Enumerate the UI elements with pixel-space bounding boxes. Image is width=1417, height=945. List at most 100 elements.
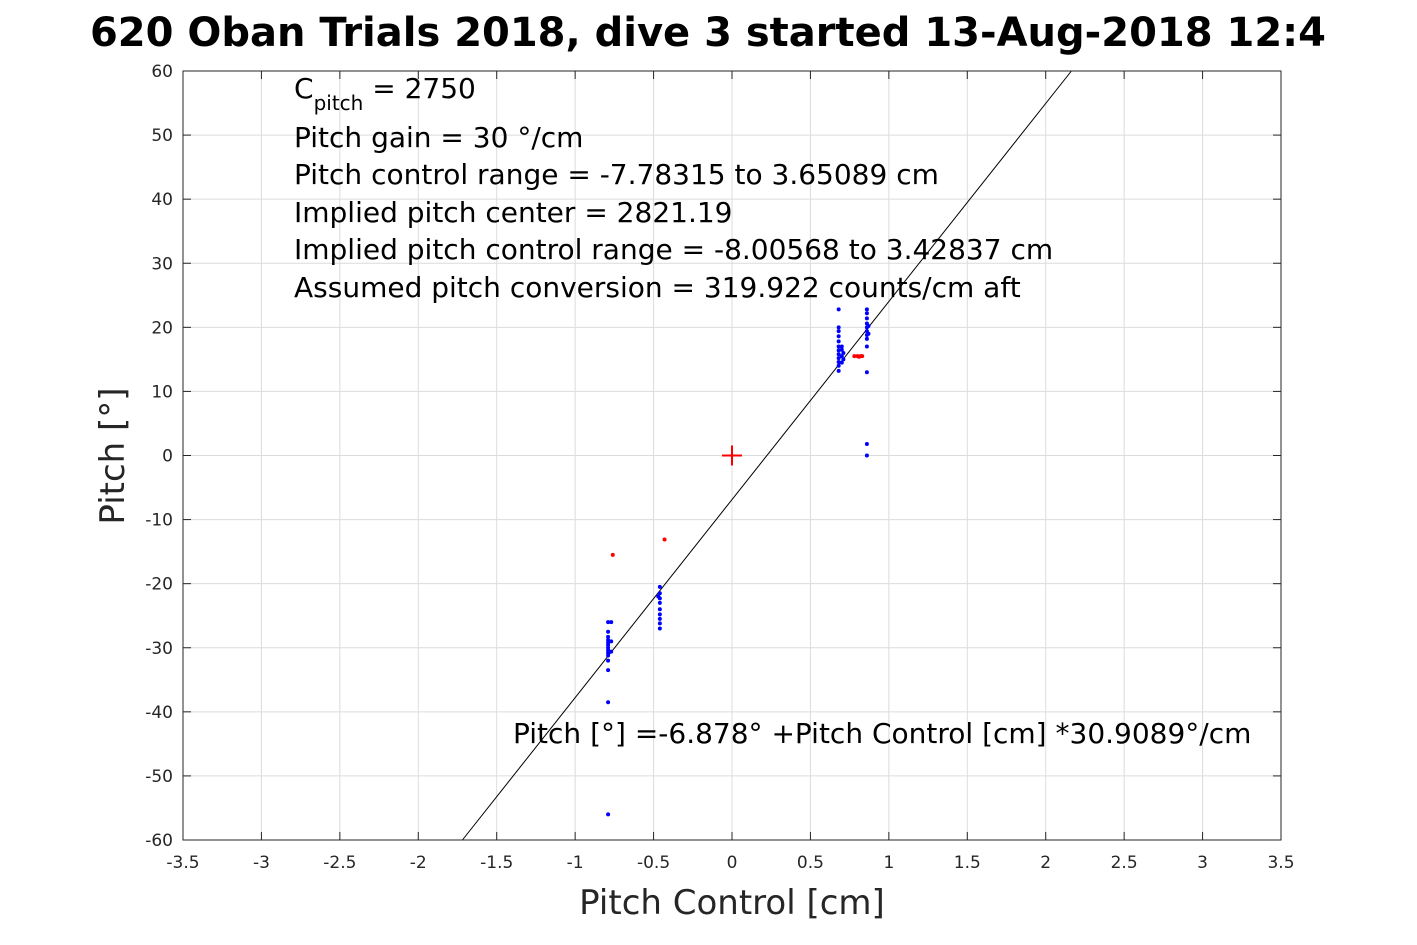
center-marker-layer <box>722 445 742 466</box>
y-tick-label: 10 <box>151 382 173 402</box>
x-tick-label: -1 <box>567 853 584 873</box>
data-point-red <box>860 354 865 359</box>
annotation-control-range: Pitch control range = -7.78315 to 3.6508… <box>294 158 939 191</box>
data-point-blue <box>657 607 662 612</box>
x-tick-label: -0.5 <box>637 853 670 873</box>
y-tick-label: 40 <box>151 190 173 210</box>
data-point-blue <box>841 357 846 362</box>
chart-title: 620 Oban Trials 2018, dive 3 started 13-… <box>90 10 1326 56</box>
y-tick-label: 0 <box>162 447 173 467</box>
data-point-blue <box>864 453 869 458</box>
fit-line <box>462 70 1072 841</box>
data-point-blue <box>609 649 614 654</box>
data-point-blue <box>606 700 611 705</box>
annotation-conversion: Assumed pitch conversion = 319.922 count… <box>294 271 1021 304</box>
annotation-c-pitch-sub: pitch <box>314 91 364 115</box>
y-axis-label: Pitch [°] <box>93 387 133 524</box>
data-point-blue <box>836 339 841 344</box>
fit-line-layer <box>462 70 1072 841</box>
data-point-blue <box>657 600 662 605</box>
fit-equation-label: Pitch [°] =-6.878° +Pitch Control [cm] *… <box>513 717 1251 750</box>
data-point-blue <box>836 352 841 357</box>
data-point-red <box>662 537 667 542</box>
x-tick-label: -1.5 <box>480 853 513 873</box>
annotation-pitch-gain: Pitch gain = 30 °/cm <box>294 121 583 154</box>
data-point-blue <box>864 307 869 312</box>
y-tick-label: -50 <box>145 767 173 787</box>
data-point-blue <box>866 324 871 329</box>
data-point-blue <box>836 359 841 364</box>
data-point-blue <box>606 634 611 639</box>
annotation-block: Cpitch = 2750 Pitch gain = 30 °/cm Pitch… <box>294 72 1053 304</box>
data-point-blue <box>836 334 841 339</box>
data-point-blue <box>836 307 841 312</box>
x-tick-label: -2.5 <box>323 853 356 873</box>
x-axis-label: Pitch Control [cm] <box>579 883 885 923</box>
x-tick-label: 2 <box>1040 853 1051 873</box>
data-point-blue <box>657 616 662 621</box>
annotation-c-pitch: Cpitch = 2750 <box>294 72 476 115</box>
data-point-blue <box>657 584 662 589</box>
data-point-blue <box>864 311 869 316</box>
y-tick-label: -10 <box>145 511 173 531</box>
y-tick-label: 60 <box>151 62 173 82</box>
x-tick-label: 0 <box>727 853 738 873</box>
data-point-blue <box>606 620 611 625</box>
annotation-implied-range: Implied pitch control range = -8.00568 t… <box>294 233 1053 266</box>
data-point-blue <box>864 441 869 446</box>
data-point-blue <box>657 591 662 596</box>
y-tick-labels: -60 -50 -40 -30 -20 -10 0 10 20 30 40 50 60 <box>145 62 173 851</box>
y-tick-label: -20 <box>145 575 173 595</box>
data-point-blue <box>657 612 662 617</box>
data-point-blue <box>836 356 841 361</box>
annotation-c-pitch-value: = 2750 <box>363 72 476 105</box>
data-point-blue <box>606 653 611 658</box>
x-tick-label: -3.5 <box>166 853 199 873</box>
data-point-blue <box>864 336 869 341</box>
x-tick-label: 3.5 <box>1267 853 1294 873</box>
x-tick-label: -2 <box>410 853 427 873</box>
data-point-blue <box>836 348 841 353</box>
data-point-blue <box>609 620 614 625</box>
data-point-blue <box>656 594 661 599</box>
data-point-red <box>610 552 615 557</box>
ticks <box>182 70 1282 841</box>
x-tick-label: 1.5 <box>954 853 981 873</box>
data-point-blue <box>657 621 662 626</box>
data-point-blue <box>839 347 844 352</box>
data-point-blue <box>836 325 841 330</box>
y-tick-label: -30 <box>145 639 173 659</box>
data-point-blue <box>864 344 869 349</box>
x-tick-label: 0.5 <box>797 853 824 873</box>
data-point-blue <box>836 363 841 368</box>
data-point-red <box>852 354 857 359</box>
x-tick-label: 1 <box>883 853 894 873</box>
data-point-blue <box>836 329 841 334</box>
x-tick-label: -3 <box>253 853 270 873</box>
data-point-blue <box>841 350 846 355</box>
annotation-c-pitch-main: C <box>294 72 314 105</box>
y-tick-label: -40 <box>145 703 173 723</box>
data-point-blue <box>609 639 614 644</box>
data-point-blue <box>839 360 844 365</box>
data-point-blue <box>606 812 611 817</box>
x-tick-label: 2.5 <box>1111 853 1138 873</box>
annotation-implied-center: Implied pitch center = 2821.19 <box>294 196 732 229</box>
data-point-blue <box>866 331 871 336</box>
data-point-blue <box>839 354 844 359</box>
x-tick-labels: -3.5 -3 -2.5 -2 -1.5 -1 -0.5 0 0.5 1 1.5 2 2.5 3 3.5 <box>166 853 1294 873</box>
x-tick-label: 3 <box>1197 853 1208 873</box>
points-layer <box>606 307 871 817</box>
data-point-blue <box>836 344 841 349</box>
data-point-blue <box>864 316 869 321</box>
data-point-blue <box>836 368 841 373</box>
data-point-blue <box>606 629 611 634</box>
y-tick-label: -60 <box>145 831 173 851</box>
data-point-blue <box>606 658 611 663</box>
y-tick-label: 30 <box>151 254 173 274</box>
y-tick-label: 20 <box>151 318 173 338</box>
y-tick-label: 50 <box>151 126 173 146</box>
data-point-blue <box>864 370 869 375</box>
data-point-blue <box>606 668 611 673</box>
